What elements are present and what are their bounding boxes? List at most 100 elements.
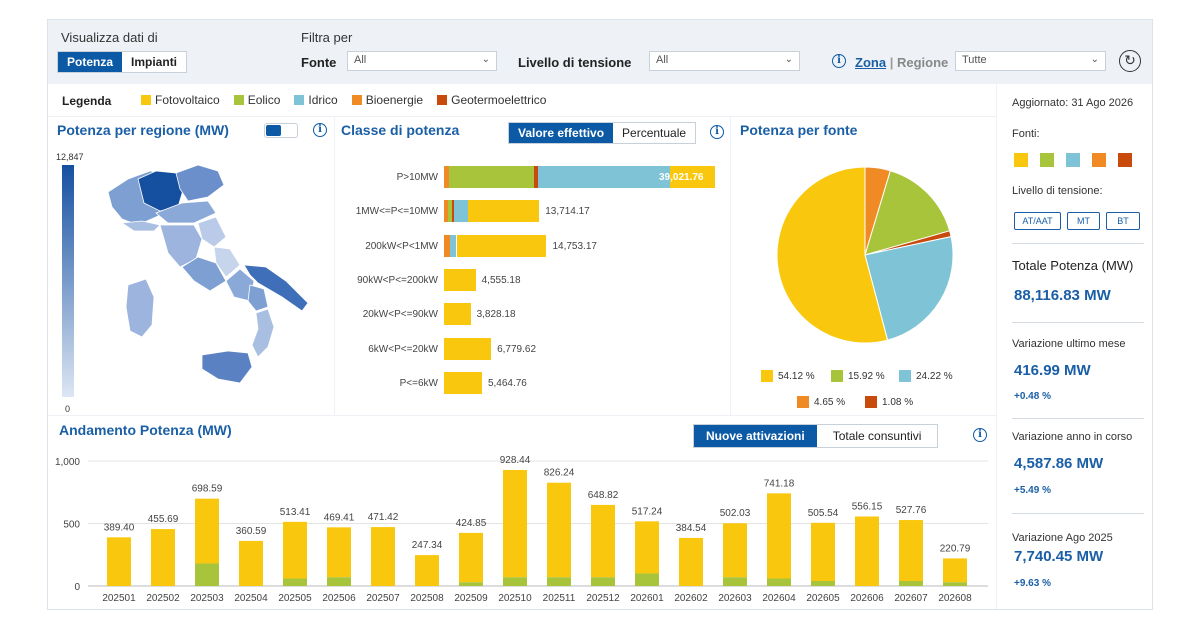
toggle-valore-effettivo[interactable]: Valore effettivo — [509, 123, 614, 143]
map-region-lombardia[interactable] — [137, 170, 185, 212]
map-region-abruzzo[interactable] — [213, 246, 241, 278]
class-bar-segment[interactable] — [444, 303, 471, 326]
trend-bar[interactable] — [723, 523, 747, 578]
map-region-sardegna[interactable] — [125, 278, 155, 338]
map-region-emilia[interactable] — [155, 200, 217, 224]
map-region-sicilia[interactable] — [201, 350, 253, 384]
legend-item-bioenergie[interactable]: Bioenergie — [351, 93, 423, 107]
trend-bar-eolico[interactable] — [635, 573, 659, 587]
trend-bar[interactable] — [151, 529, 175, 586]
trend-bar-eolico[interactable] — [591, 577, 615, 586]
fonte-select[interactable]: All ⌄ — [347, 51, 497, 71]
tension-select[interactable]: All ⌄ — [649, 51, 800, 71]
legend-item-geotermoelettrico[interactable]: Geotermoelettrico — [437, 93, 546, 107]
trend-bar-eolico[interactable] — [195, 563, 219, 587]
fonte-filter-bioenergie[interactable] — [1092, 153, 1106, 167]
trend-bar[interactable] — [547, 482, 571, 578]
trend-bar-eolico[interactable] — [283, 578, 307, 587]
trend-bar-eolico[interactable] — [943, 582, 967, 586]
class-bar-segment[interactable] — [444, 200, 449, 223]
trend-bar[interactable] — [327, 527, 351, 578]
trend-bar-eolico[interactable] — [899, 581, 923, 586]
trend-panel: Andamento Potenza (MW) Nuove attivazioni… — [48, 416, 996, 609]
class-bar-segment[interactable] — [444, 337, 492, 360]
class-bar-segment[interactable] — [538, 166, 671, 188]
map-region-calabria[interactable] — [251, 308, 275, 358]
trend-bar-eolico[interactable] — [723, 577, 747, 586]
trend-bar[interactable] — [503, 469, 527, 578]
class-bar-segment[interactable] — [444, 166, 449, 188]
trend-bar-eolico[interactable] — [767, 578, 791, 587]
class-bar-segment[interactable] — [449, 234, 457, 257]
regione-link[interactable]: Regione — [896, 55, 949, 70]
italy-map[interactable] — [98, 157, 308, 387]
trend-bar-eolico[interactable] — [327, 577, 351, 586]
class-bar-segment[interactable] — [467, 200, 540, 223]
trend-bar[interactable] — [943, 558, 967, 583]
trend-bar[interactable] — [195, 498, 219, 564]
toggle-nuove-attivazioni[interactable]: Nuove attivazioni — [694, 425, 817, 447]
region-select[interactable]: Tutte ⌄ — [955, 51, 1106, 71]
trend-bar[interactable] — [811, 522, 835, 581]
trend-bar[interactable] — [239, 540, 263, 586]
trend-bar[interactable] — [899, 520, 923, 581]
trend-bar[interactable] — [635, 521, 659, 574]
info-icon[interactable]: i — [973, 428, 987, 442]
class-bar-segment[interactable] — [444, 268, 476, 291]
class-bar-segment[interactable] — [448, 166, 535, 188]
trend-bar[interactable] — [855, 516, 879, 586]
map-region-marche[interactable] — [197, 216, 227, 248]
trend-bar[interactable] — [283, 521, 307, 579]
zona-link[interactable]: Zona — [855, 55, 887, 70]
refresh-icon[interactable]: ↻ — [1119, 50, 1141, 72]
map-region-north-east[interactable] — [175, 164, 225, 202]
class-bar-segment[interactable] — [456, 234, 547, 257]
trend-bar-eolico[interactable] — [503, 577, 527, 586]
view-impianti-button[interactable]: Impianti — [131, 55, 178, 69]
fonte-filter-eolico[interactable] — [1040, 153, 1054, 167]
class-bar-segment[interactable] — [452, 200, 454, 223]
legend-item-fotovoltaico[interactable]: Fotovoltaico — [141, 93, 220, 107]
map-region-puglia[interactable] — [243, 264, 308, 312]
tension-bt-button[interactable]: BT — [1106, 212, 1140, 230]
map-region-liguria[interactable] — [120, 220, 161, 232]
class-bar-segment[interactable] — [534, 166, 539, 188]
tension-at-aat-button[interactable]: AT/AAT — [1014, 212, 1061, 230]
map-region-basilicata[interactable] — [247, 284, 269, 312]
trend-bar-eolico[interactable] — [547, 577, 571, 586]
trend-bar[interactable] — [371, 527, 395, 586]
legend-item-eolico[interactable]: Eolico — [233, 93, 280, 107]
class-bar-segment[interactable] — [444, 234, 450, 257]
class-bar-segment[interactable] — [444, 371, 482, 394]
info-icon[interactable]: i — [313, 123, 327, 137]
fonte-filter-fotovoltaico[interactable] — [1014, 153, 1028, 167]
trend-bar[interactable] — [679, 537, 703, 586]
pie-slice[interactable] — [776, 167, 889, 343]
view-potenza-button[interactable]: Potenza — [58, 52, 123, 72]
pie-slice[interactable] — [864, 236, 954, 341]
class-bar-segment[interactable] — [448, 200, 453, 223]
info-icon[interactable]: i — [832, 54, 846, 68]
tension-mt-button[interactable]: MT — [1067, 212, 1100, 230]
toggle-percentuale[interactable]: Percentuale — [622, 126, 687, 140]
trend-bar-chart[interactable]: 1,000 500 0 389.40 202501 455.69 202502 698.59 2… — [48, 446, 996, 609]
trend-bar[interactable] — [459, 532, 483, 583]
trend-bar[interactable] — [107, 537, 131, 586]
trend-bar-eolico[interactable] — [459, 582, 483, 586]
legend-items: Fotovoltaico Eolico Idrico Bioenergie Ge… — [141, 93, 560, 107]
legend-item-idrico[interactable]: Idrico — [294, 93, 338, 107]
class-bar-segment[interactable] — [453, 200, 468, 223]
trend-bar[interactable] — [415, 555, 439, 586]
fonte-filter-idrico[interactable] — [1066, 153, 1080, 167]
class-bar-segment[interactable] — [670, 166, 715, 188]
toggle-totale-consuntivi[interactable]: Totale consuntivi — [832, 429, 922, 443]
trend-bar-value: 389.40 — [104, 522, 135, 533]
pie-chart[interactable] — [773, 167, 957, 343]
fonte-filter-geotermoelettrico[interactable] — [1118, 153, 1132, 167]
info-icon[interactable]: i — [710, 125, 724, 139]
trend-bar[interactable] — [591, 504, 615, 578]
pie-slice[interactable] — [864, 170, 951, 256]
trend-bar[interactable] — [767, 493, 791, 579]
map-toggle-switch[interactable] — [264, 123, 298, 138]
trend-bar-eolico[interactable] — [811, 581, 835, 586]
